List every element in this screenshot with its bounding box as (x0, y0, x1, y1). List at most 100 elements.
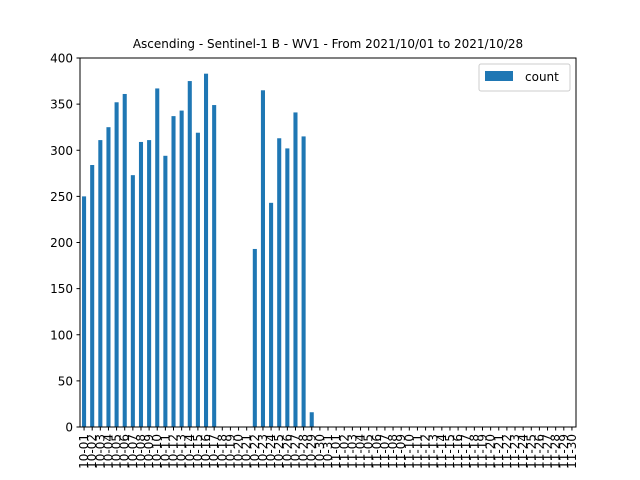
x-tick-label: 10-04 (101, 434, 115, 469)
x-tick-label: 11-22 (500, 434, 514, 469)
x-tick-label: 11-18 (467, 434, 481, 469)
y-tick-label: 200 (50, 236, 73, 250)
x-tick-label: 11-07 (378, 434, 392, 469)
x-tick-label: 10-23 (256, 434, 270, 469)
y-tick-label: 0 (65, 421, 73, 435)
bar-10-22 (252, 248, 257, 427)
x-tick-label: 11-19 (475, 434, 489, 469)
x-tick-label: 10-01 (77, 434, 91, 469)
x-tick-label: 11-17 (459, 434, 473, 469)
x-tick-label: 11-29 (557, 434, 571, 469)
x-tick-label: 10-27 (288, 434, 302, 469)
y-axis: 0 50 100 150 200 250 300 350 400 (50, 52, 80, 435)
x-tick-label: 10-25 (272, 434, 286, 469)
x-tick-label: 11-03 (345, 434, 359, 469)
bar-10-07 (130, 175, 135, 427)
bar-10-03 (98, 140, 103, 427)
legend-box (478, 63, 571, 92)
y-tick-label: 50 (58, 374, 73, 388)
x-tick-label: 10-17 (207, 434, 221, 469)
bar-10-10 (155, 88, 160, 427)
x-tick-label: 10-09 (142, 434, 156, 469)
x-tick-label: 10-15 (191, 434, 205, 469)
bar-10-05 (114, 102, 119, 427)
x-tick-label: 11-21 (492, 434, 506, 469)
y-tick-label: 350 (50, 98, 73, 112)
y-tick-label: 400 (50, 52, 73, 66)
bar-10-25 (277, 138, 282, 427)
x-tick-label: 10-06 (118, 434, 132, 469)
x-tick-label: 10-11 (158, 434, 172, 469)
bar-10-29 (309, 412, 314, 427)
bar-10-27 (293, 112, 298, 428)
chart-title: Ascending - Sentinel-1 B - WV1 - From 20… (133, 37, 523, 51)
x-tick-label: 10-02 (85, 434, 99, 469)
x-tick-label: 10-24 (264, 434, 278, 469)
legend-swatch (485, 71, 513, 81)
x-tick-label: 11-27 (541, 434, 555, 469)
bar-10-28 (301, 136, 306, 427)
x-tick-label: 10-14 (183, 434, 197, 469)
bar-10-11 (163, 155, 168, 428)
x-tick-label: 10-07 (126, 434, 140, 469)
x-tick-label: 11-09 (394, 434, 408, 469)
bar-10-04 (106, 127, 111, 427)
legend-label: count (525, 70, 559, 84)
x-tick-label: 10-30 (313, 434, 327, 469)
x-tick-label: 10-12 (167, 434, 181, 469)
bar-10-13 (179, 110, 184, 427)
x-tick-label: 11-28 (549, 434, 563, 469)
x-tick-label: 10-21 (240, 434, 254, 469)
bar-10-06 (122, 93, 127, 427)
x-tick-label: 10-18 (215, 434, 229, 469)
x-tick-label: 11-15 (443, 434, 457, 469)
x-tick-label: 11-11 (410, 434, 424, 469)
plot-frame (79, 57, 577, 428)
x-tick-label: 11-13 (427, 434, 441, 469)
bars-group (82, 73, 314, 428)
y-tick-label: 250 (50, 190, 73, 204)
bar-10-16 (204, 73, 209, 428)
x-tick-label: 11-05 (362, 434, 376, 469)
bar-10-14 (187, 81, 192, 427)
bar-10-17 (212, 105, 217, 428)
x-tick-label: 10-19 (223, 434, 237, 469)
bar-10-02 (90, 165, 95, 427)
x-tick-label: 11-14 (435, 434, 449, 469)
x-tick-label: 11-08 (386, 434, 400, 469)
bar-10-26 (285, 148, 290, 427)
x-tick-label: 11-12 (419, 434, 433, 469)
bar-10-24 (269, 202, 274, 427)
x-tick-label: 10-31 (321, 434, 335, 469)
y-tick-label: 150 (50, 282, 73, 296)
x-tick-label: 10-10 (150, 434, 164, 469)
x-tick-label: 11-23 (508, 434, 522, 469)
x-tick-label: 11-06 (370, 434, 384, 469)
bar-10-23 (260, 90, 265, 427)
bar-10-09 (147, 140, 152, 427)
x-tick-label: 10-16 (199, 434, 213, 469)
x-tick-label: 11-20 (484, 434, 498, 469)
bar-10-01 (82, 196, 87, 428)
x-tick-label: 11-02 (337, 434, 351, 469)
x-tick-label: 11-30 (565, 434, 579, 469)
x-tick-label: 10-20 (232, 434, 246, 469)
x-tick-label: 10-29 (305, 434, 319, 469)
x-tick-label: 11-25 (524, 434, 538, 469)
bar-10-08 (138, 141, 144, 427)
x-tick-label: 10-08 (134, 434, 148, 469)
legend: count (478, 63, 571, 92)
x-tick-label: 10-05 (110, 434, 124, 469)
y-tick-label: 300 (50, 144, 73, 158)
x-tick-label: 10-28 (297, 434, 311, 469)
x-tick-label: 10-26 (280, 434, 294, 469)
x-tick-label: 11-10 (402, 434, 416, 469)
bar-10-15 (195, 132, 200, 427)
bar-10-12 (171, 116, 176, 428)
x-tick-label: 11-26 (532, 434, 546, 469)
x-tick-label: 11-01 (329, 434, 343, 469)
x-tick-label: 10-13 (175, 434, 189, 469)
y-tick-label: 100 (50, 328, 73, 342)
x-tick-label: 10-22 (248, 434, 262, 469)
